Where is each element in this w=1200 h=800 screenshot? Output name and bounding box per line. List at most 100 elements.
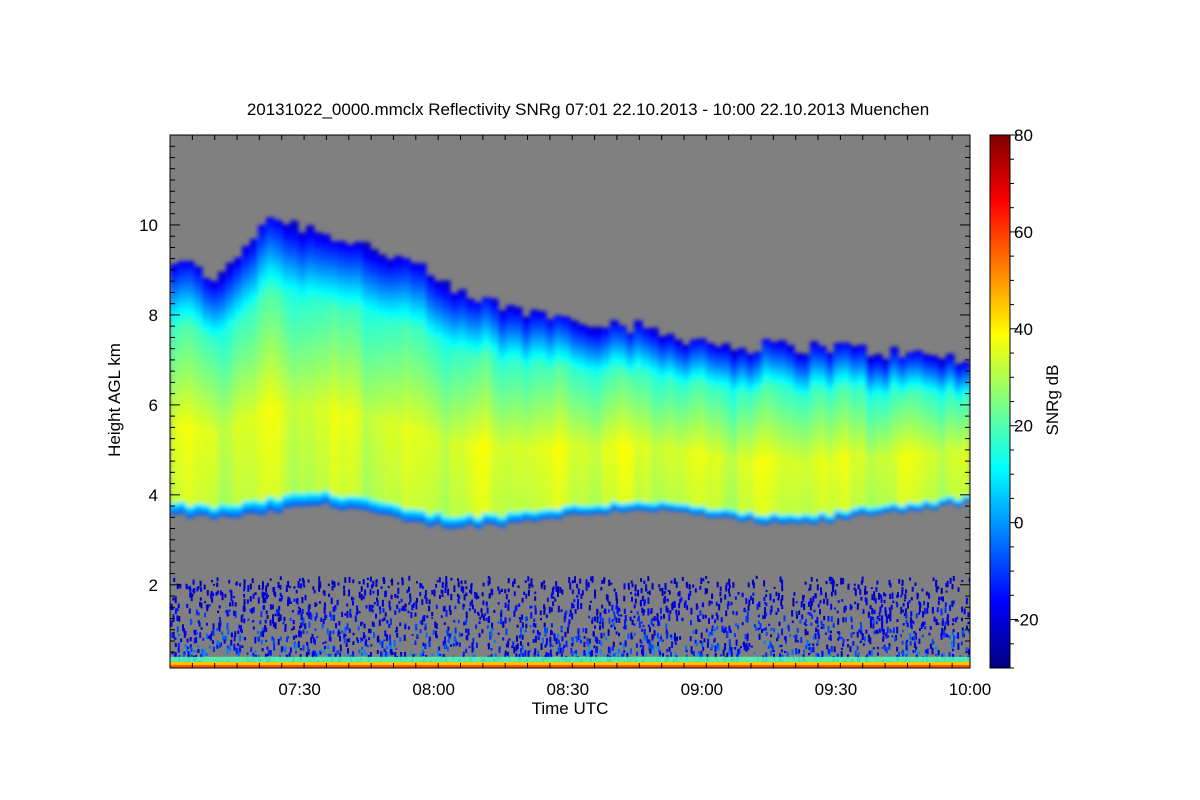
cloud-cell: [378, 315, 387, 320]
cloud-cell: [650, 393, 659, 397]
cloud-cell: [458, 456, 467, 461]
cloud-cell: [490, 516, 499, 521]
cloud-cell: [218, 458, 227, 463]
cloud-cell: [458, 434, 467, 439]
cloud-cell: [698, 343, 707, 348]
cloud-cell: [666, 457, 675, 462]
cloud-cell: [194, 351, 203, 357]
cloud-cell: [402, 500, 411, 505]
cloud-cell: [170, 342, 179, 347]
cloud-cell: [546, 365, 555, 370]
cloud-cell: [314, 304, 323, 310]
cloud-cell: [418, 473, 427, 478]
cloud-cell: [466, 365, 475, 370]
cloud-cell: [778, 428, 787, 433]
cloud-cell: [466, 488, 475, 493]
cloud-cell: [738, 412, 747, 417]
cloud-cell: [186, 441, 195, 447]
cloud-cell: [386, 418, 395, 424]
cloud-cell: [514, 404, 523, 409]
cloud-cell: [498, 344, 507, 348]
cloud-cell: [458, 356, 467, 361]
cloud-cell: [426, 471, 435, 476]
cloud-cell: [274, 279, 283, 285]
cloud-cell: [610, 423, 619, 428]
cloud-cell: [546, 502, 555, 506]
cloud-cell: [562, 483, 571, 488]
cloud-cell: [778, 443, 787, 447]
cloud-cell: [466, 358, 475, 363]
cloud-cell: [474, 401, 483, 406]
cloud-cell: [554, 328, 563, 332]
cloud-cell: [210, 362, 219, 367]
cloud-cell: [746, 472, 755, 476]
cloud-cell: [178, 493, 187, 498]
cloud-cell: [186, 497, 195, 503]
cloud-cell: [226, 461, 235, 466]
cloud-cell: [314, 449, 323, 455]
cloud-cell: [746, 418, 755, 422]
cloud-cell: [194, 425, 203, 430]
cloud-cell: [498, 381, 507, 386]
cloud-cell: [242, 421, 251, 426]
cloud-cell: [298, 317, 307, 323]
cloud-cell: [202, 378, 211, 383]
cloud-cell: [514, 477, 523, 482]
cloud-cell: [610, 420, 619, 425]
cloud-cell: [610, 474, 619, 478]
cloud-cell: [370, 343, 379, 349]
cloud-cell: [242, 262, 251, 268]
cloud-cell: [386, 382, 395, 388]
cloud-cell: [618, 372, 627, 376]
cloud-cell: [674, 352, 683, 357]
cloud-cell: [674, 390, 683, 394]
cloud-cell: [482, 396, 491, 401]
cloud-cell: [666, 383, 675, 387]
cloud-cell: [402, 438, 411, 444]
cloud-cell: [290, 363, 299, 369]
cloud-cell: [522, 402, 531, 406]
cloud-cell: [370, 249, 379, 254]
cloud-cell: [322, 477, 331, 483]
cloud-cell: [594, 425, 603, 430]
cloud-cell: [226, 472, 235, 478]
cloud-cell: [538, 499, 547, 504]
cloud-cell: [346, 256, 355, 262]
cloud-cell: [722, 456, 731, 461]
cloud-cell: [298, 283, 307, 289]
cloud-cell: [466, 460, 475, 465]
cloud-cell: [490, 397, 499, 402]
cloud-cell: [282, 396, 291, 402]
cloud-cell: [474, 422, 483, 427]
cloud-cell: [194, 363, 203, 368]
cloud-cell: [738, 475, 747, 479]
cloud-cell: [514, 498, 523, 503]
cloud-cell: [642, 351, 651, 355]
cloud-cell: [402, 348, 411, 354]
cloud-cell: [594, 431, 603, 435]
cloud-cell: [650, 419, 659, 423]
cloud-cell: [706, 514, 715, 518]
cloud-cell: [250, 405, 259, 411]
cloud-cell: [682, 362, 691, 367]
cloud-cell: [426, 482, 435, 488]
cloud-cell: [538, 343, 547, 348]
cloud-cell: [530, 494, 539, 499]
cloud-cell: [770, 478, 779, 483]
cloud-cell: [202, 341, 211, 346]
cloud-cell: [314, 394, 323, 399]
cloud-cell: [234, 492, 243, 498]
cloud-cell: [578, 374, 587, 379]
cloud-cell: [170, 416, 179, 421]
cloud-cell: [354, 370, 363, 376]
cloud-cell: [746, 379, 755, 383]
cloud-cell: [706, 443, 715, 447]
cloud-cell: [722, 354, 731, 358]
cloud-cell: [346, 252, 355, 258]
cloud-cell: [602, 380, 611, 384]
cloud-cell: [682, 433, 691, 437]
cloud-cell: [226, 425, 235, 430]
cloud-cell: [410, 412, 419, 417]
cloud-cell: [178, 489, 187, 494]
cloud-cell: [722, 343, 731, 347]
